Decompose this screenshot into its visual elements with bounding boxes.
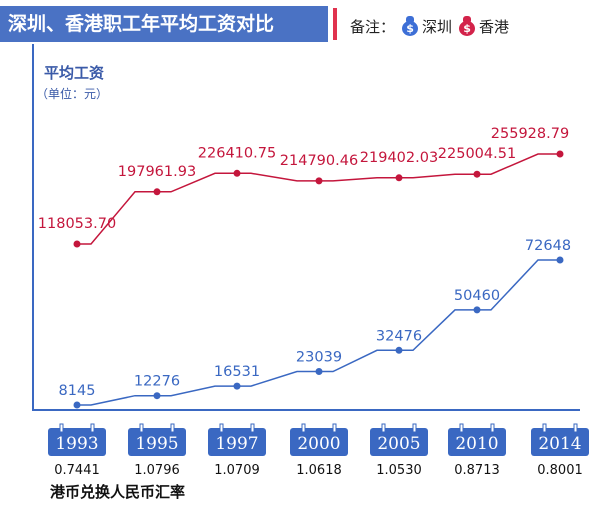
data-label: 197961.93 [118, 164, 196, 180]
data-label: 118053.70 [38, 216, 116, 232]
exchange-rate-value: 1.0530 [376, 463, 422, 478]
exchange-rate-value: 0.8001 [537, 463, 583, 478]
legend-prefix: 备注： [350, 17, 396, 36]
data-label: 12276 [134, 374, 180, 390]
year-tab [290, 428, 348, 456]
year-tab-ring [412, 423, 417, 433]
year-tab-ring [542, 423, 547, 433]
year-tab-ring [250, 423, 255, 433]
data-label: 72648 [525, 238, 571, 254]
exchange-rate-value: 1.0709 [214, 463, 260, 478]
data-label: 255928.79 [491, 126, 569, 142]
data-label: 50460 [454, 288, 500, 304]
data-point [556, 150, 564, 158]
year-tab-ring [170, 423, 175, 433]
data-label: 214790.46 [280, 153, 358, 169]
money-bag-icon: $ [401, 16, 419, 36]
legend-label-shenzhen: 深圳 [422, 17, 453, 36]
data-point [556, 256, 564, 264]
x-tick-label: 2005 [377, 434, 420, 454]
x-tick-label: 2010 [455, 434, 498, 454]
data-label: 226410.75 [198, 145, 276, 161]
data-point [73, 240, 81, 248]
data-label: 16531 [214, 364, 260, 380]
data-point [473, 306, 481, 314]
data-point [473, 170, 481, 178]
data-point [395, 174, 403, 182]
year-tab [48, 428, 106, 456]
series-shenzhen: 8145 12276 16531 23039 32476 50460 72648 [59, 238, 571, 409]
year-tab [208, 428, 266, 456]
legend: 备注： $ 深圳 $ 香港 [350, 14, 509, 38]
x-tick-label: 1997 [215, 434, 258, 454]
x-tick-label: 2000 [297, 434, 340, 454]
year-tab [128, 428, 186, 456]
axis-title: 平均工资 [44, 64, 104, 82]
year-tab-ring [219, 423, 224, 433]
page-title: 深圳、香港职工年平均工资对比 [8, 13, 275, 35]
x-axis-years: 1993 1995 1997 2000 2005 2010 2014 [48, 423, 589, 456]
money-bag-icon: $ [458, 16, 476, 36]
year-tab-ring [381, 423, 386, 433]
data-point [153, 188, 161, 196]
exchange-rate-label: 港币兑换人民币汇率 [50, 483, 185, 501]
chart-title-bar: 深圳、香港职工年平均工资对比 [0, 6, 328, 42]
data-point [233, 169, 241, 177]
legend-item-hongkong: $ 香港 [458, 16, 509, 37]
x-tick-label: 2014 [538, 434, 581, 454]
year-tab-ring [90, 423, 95, 433]
data-point [73, 401, 81, 409]
year-tab [370, 428, 428, 456]
exchange-rate-value: 0.7441 [54, 463, 100, 478]
exchange-rate-value: 1.0796 [134, 463, 180, 478]
data-point [395, 346, 403, 354]
legend-label-hongkong: 香港 [479, 17, 510, 36]
year-tab-ring [59, 423, 64, 433]
data-label: 219402.03 [360, 150, 438, 166]
data-point [153, 392, 161, 400]
title-accent-bar [333, 8, 337, 40]
exchange-rate-row: 0.7441 1.0796 1.0709 1.0618 1.0530 0.8713 0.80… [54, 463, 583, 478]
data-label: 225004.51 [438, 146, 516, 162]
data-label: 23039 [296, 350, 342, 366]
year-tab-ring [573, 423, 578, 433]
year-tab-ring [139, 423, 144, 433]
exchange-rate-value: 0.8713 [454, 463, 500, 478]
x-tick-label: 1993 [55, 434, 98, 454]
x-tick-label: 1995 [135, 434, 178, 454]
year-tab [531, 428, 589, 456]
data-label: 32476 [376, 328, 422, 344]
data-point [315, 177, 323, 185]
legend-item-shenzhen: $ 深圳 [401, 16, 452, 37]
data-point [233, 382, 241, 390]
year-tab [448, 428, 506, 456]
year-tab-ring [332, 423, 337, 433]
data-label: 8145 [59, 383, 96, 399]
exchange-rate-value: 1.0618 [296, 463, 342, 478]
year-tab-ring [459, 423, 464, 433]
data-point [315, 368, 323, 375]
axis-unit: （单位：元） [36, 86, 108, 101]
year-tab-ring [301, 423, 306, 433]
year-tab-ring [490, 423, 495, 433]
